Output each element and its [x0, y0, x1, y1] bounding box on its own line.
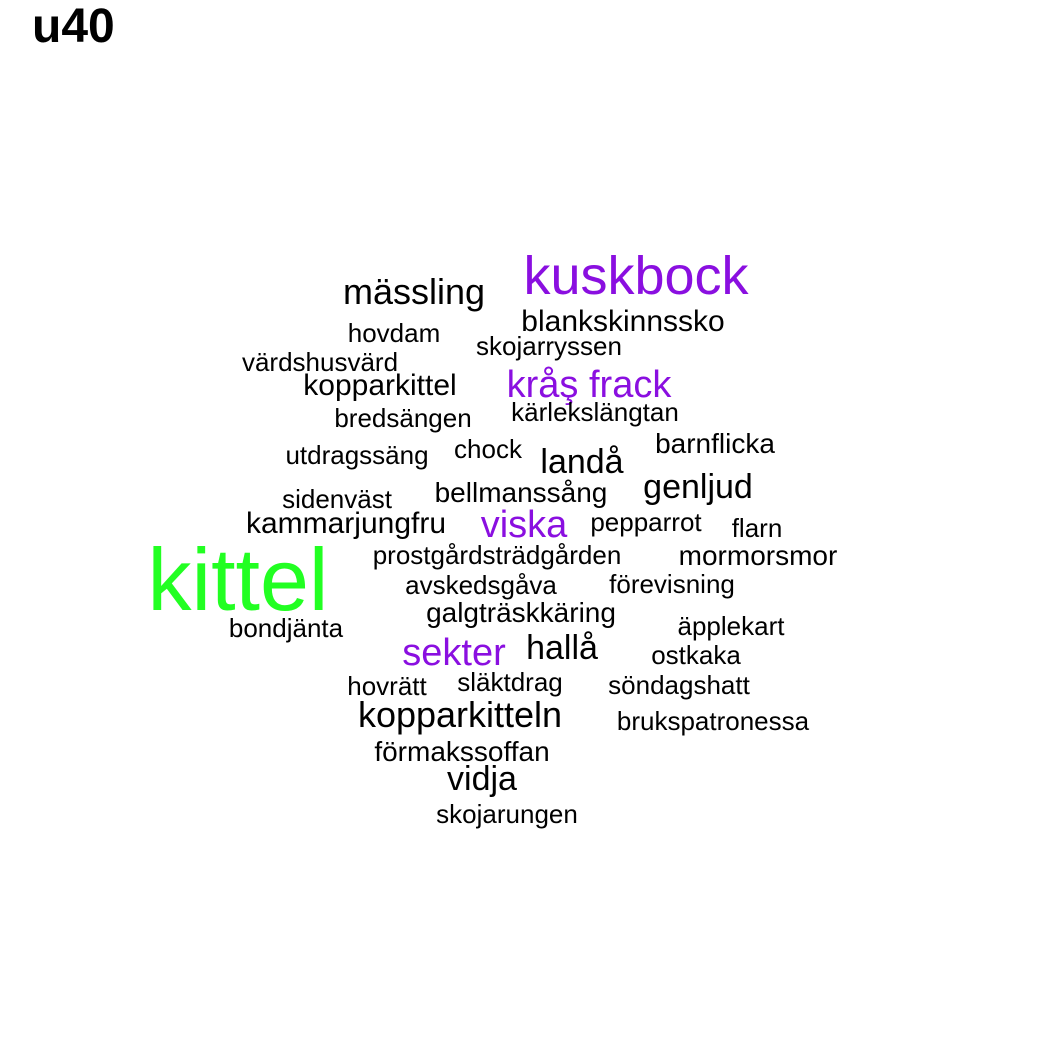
word-19: hovdam [347, 318, 441, 348]
word-28: flarn [731, 513, 783, 543]
word-4: kråş frack [506, 364, 672, 406]
word-8: genljud [643, 468, 753, 506]
word-25: chock [454, 434, 522, 464]
word-18: barnflicka [655, 428, 775, 459]
word-9: hallå [526, 629, 598, 667]
word-10: vidja [447, 760, 517, 798]
word-20: skojarryssen [476, 331, 622, 361]
word-0: kittel [147, 530, 329, 629]
word-27: pepparrot [590, 507, 702, 537]
word-36: släktdrag [457, 667, 563, 697]
word-16: galgträskkäring [426, 597, 616, 628]
word-14: mormorsmor [678, 540, 838, 571]
page-title: u40 [32, 0, 115, 53]
word-15: bellmanssång [434, 477, 608, 508]
word-33: äpplekart [677, 611, 785, 641]
word-17: förmakssoffan [374, 736, 550, 767]
word-22: bredsängen [334, 403, 472, 433]
word-38: brukspatronessa [616, 706, 810, 736]
word-31: förevisning [609, 569, 735, 599]
word-35: hovrätt [347, 671, 427, 701]
word-11: blankskinnssko [521, 305, 725, 338]
word-34: ostkaka [651, 640, 741, 670]
word-6: sekter [402, 632, 506, 674]
word-13: kopparkittel [303, 369, 457, 402]
word-39: skojarungen [436, 799, 578, 829]
word-2: kopparkitteln [357, 694, 563, 735]
word-7: landå [540, 443, 624, 481]
word-3: mässling [342, 271, 486, 312]
word-5: viska [480, 504, 568, 546]
word-29: prostgårdsträdgården [372, 540, 622, 570]
word-21: värdshusvärd [241, 347, 399, 377]
word-24: utdragssäng [285, 440, 429, 470]
word-1: kuskbock [523, 246, 749, 306]
word-26: sidenväst [282, 484, 392, 514]
word-32: bondjänta [228, 613, 344, 643]
word-23: kärlekslängtan [511, 397, 679, 427]
word-37: söndagshatt [608, 670, 750, 700]
word-12: kammarjungfru [245, 507, 447, 540]
word-30: avskedsgåva [405, 570, 557, 600]
